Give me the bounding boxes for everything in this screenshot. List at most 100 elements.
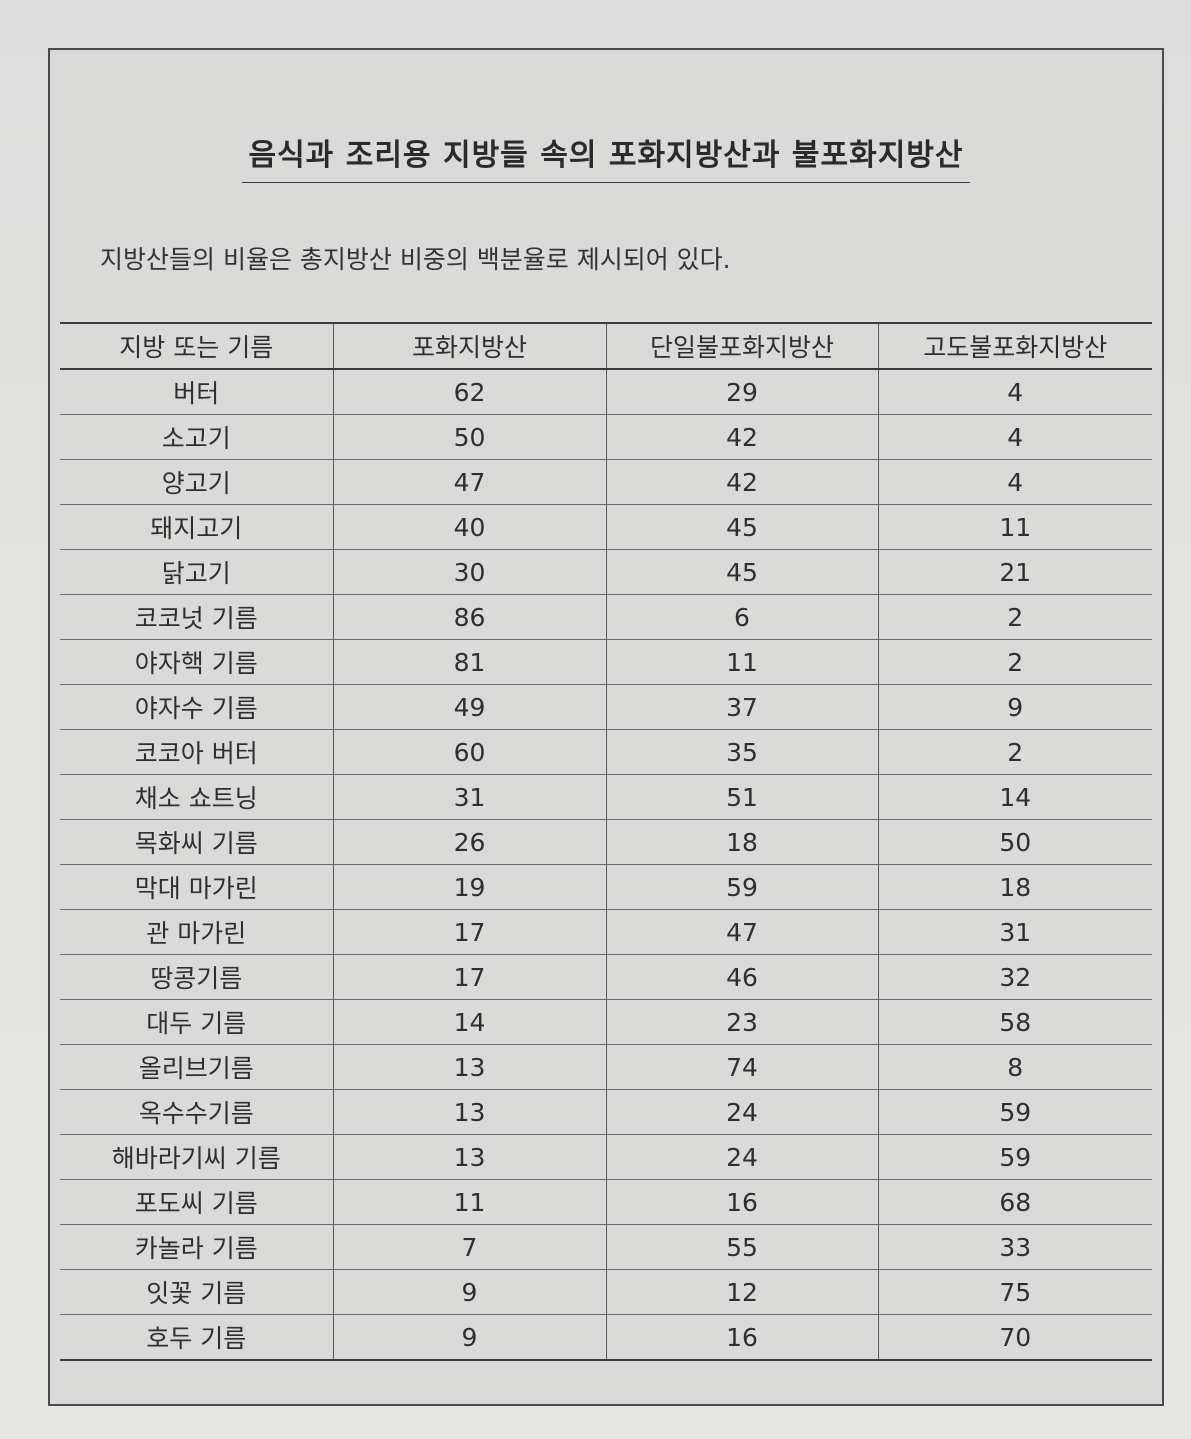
cell-food-name: 올리브기름 (60, 1044, 333, 1090)
cell-monounsaturated: 24 (605, 1134, 878, 1180)
cell-food-name: 호두 기름 (60, 1314, 333, 1361)
cell-polyunsaturated: 75 (877, 1269, 1152, 1315)
cell-food-name: 야자핵 기름 (60, 639, 333, 685)
cell-polyunsaturated: 4 (877, 459, 1152, 505)
cell-monounsaturated: 6 (605, 594, 878, 640)
cell-food-name: 땅콩기름 (60, 954, 333, 1000)
cell-monounsaturated: 45 (605, 504, 878, 550)
cell-food-name: 카놀라 기름 (60, 1224, 333, 1270)
table-row: 목화씨 기름 26 18 50 (60, 819, 1152, 865)
cell-food-name: 옥수수기름 (60, 1089, 333, 1135)
cell-food-name: 포도씨 기름 (60, 1179, 333, 1225)
cell-monounsaturated: 42 (605, 459, 878, 505)
cell-polyunsaturated: 59 (877, 1089, 1152, 1135)
table-row: 잇꽃 기름 9 12 75 (60, 1269, 1152, 1315)
cell-food-name: 해바라기씨 기름 (60, 1134, 333, 1180)
cell-polyunsaturated: 4 (877, 369, 1152, 415)
cell-polyunsaturated: 2 (877, 729, 1152, 775)
page-title: 음식과 조리용 지방들 속의 포화지방산과 불포화지방산 (50, 130, 1162, 183)
cell-monounsaturated: 51 (605, 774, 878, 820)
table-row: 소고기 50 42 4 (60, 414, 1152, 460)
cell-polyunsaturated: 50 (877, 819, 1152, 865)
table-row: 해바라기씨 기름 13 24 59 (60, 1134, 1152, 1180)
cell-food-name: 채소 쇼트닝 (60, 774, 333, 820)
cell-monounsaturated: 35 (605, 729, 878, 775)
cell-food-name: 관 마가린 (60, 909, 333, 955)
cell-polyunsaturated: 70 (877, 1314, 1152, 1361)
cell-monounsaturated: 37 (605, 684, 878, 730)
cell-saturated: 49 (332, 684, 606, 730)
cell-saturated: 13 (332, 1134, 606, 1180)
cell-polyunsaturated: 14 (877, 774, 1152, 820)
table-row: 양고기 47 42 4 (60, 459, 1152, 505)
cell-monounsaturated: 47 (605, 909, 878, 955)
cell-saturated: 31 (332, 774, 606, 820)
table-row: 코코아 버터 60 35 2 (60, 729, 1152, 775)
cell-saturated: 30 (332, 549, 606, 595)
table-row: 호두 기름 9 16 70 (60, 1314, 1152, 1361)
cell-polyunsaturated: 2 (877, 594, 1152, 640)
content-box: 음식과 조리용 지방들 속의 포화지방산과 불포화지방산 지방산들의 비율은 총… (48, 48, 1164, 1406)
header-fat-or-oil: 지방 또는 기름 (60, 323, 333, 370)
cell-monounsaturated: 23 (605, 999, 878, 1045)
cell-polyunsaturated: 18 (877, 864, 1152, 910)
cell-food-name: 야자수 기름 (60, 684, 333, 730)
cell-saturated: 19 (332, 864, 606, 910)
cell-saturated: 14 (332, 999, 606, 1045)
table-row: 관 마가린 17 47 31 (60, 909, 1152, 955)
cell-saturated: 60 (332, 729, 606, 775)
cell-monounsaturated: 11 (605, 639, 878, 685)
cell-monounsaturated: 55 (605, 1224, 878, 1270)
cell-food-name: 대두 기름 (60, 999, 333, 1045)
cell-food-name: 코코아 버터 (60, 729, 333, 775)
cell-food-name: 소고기 (60, 414, 333, 460)
cell-food-name: 잇꽃 기름 (60, 1269, 333, 1315)
cell-food-name: 양고기 (60, 459, 333, 505)
cell-saturated: 26 (332, 819, 606, 865)
cell-monounsaturated: 24 (605, 1089, 878, 1135)
header-saturated: 포화지방산 (332, 323, 606, 370)
cell-monounsaturated: 45 (605, 549, 878, 595)
cell-monounsaturated: 46 (605, 954, 878, 1000)
table-header-row: 지방 또는 기름 포화지방산 단일불포화지방산 고도불포화지방산 (60, 323, 1152, 370)
cell-food-name: 코코넛 기름 (60, 594, 333, 640)
cell-polyunsaturated: 4 (877, 414, 1152, 460)
cell-saturated: 9 (332, 1314, 606, 1361)
cell-polyunsaturated: 58 (877, 999, 1152, 1045)
cell-saturated: 7 (332, 1224, 606, 1270)
table-row: 야자수 기름 49 37 9 (60, 684, 1152, 730)
table-row: 대두 기름 14 23 58 (60, 999, 1152, 1045)
header-polyunsaturated: 고도불포화지방산 (877, 323, 1152, 370)
cell-monounsaturated: 12 (605, 1269, 878, 1315)
table-row: 채소 쇼트닝 31 51 14 (60, 774, 1152, 820)
header-monounsaturated: 단일불포화지방산 (605, 323, 878, 370)
cell-polyunsaturated: 31 (877, 909, 1152, 955)
cell-saturated: 11 (332, 1179, 606, 1225)
cell-saturated: 13 (332, 1044, 606, 1090)
cell-food-name: 막대 마가린 (60, 864, 333, 910)
table-row: 옥수수기름 13 24 59 (60, 1089, 1152, 1135)
cell-saturated: 17 (332, 909, 606, 955)
cell-saturated: 13 (332, 1089, 606, 1135)
cell-polyunsaturated: 8 (877, 1044, 1152, 1090)
table-row: 포도씨 기름 11 16 68 (60, 1179, 1152, 1225)
cell-polyunsaturated: 33 (877, 1224, 1152, 1270)
cell-saturated: 9 (332, 1269, 606, 1315)
cell-polyunsaturated: 11 (877, 504, 1152, 550)
table-row: 카놀라 기름 7 55 33 (60, 1224, 1152, 1270)
cell-monounsaturated: 42 (605, 414, 878, 460)
table-row: 땅콩기름 17 46 32 (60, 954, 1152, 1000)
cell-monounsaturated: 59 (605, 864, 878, 910)
cell-saturated: 50 (332, 414, 606, 460)
cell-polyunsaturated: 9 (877, 684, 1152, 730)
cell-saturated: 17 (332, 954, 606, 1000)
cell-monounsaturated: 16 (605, 1314, 878, 1361)
subtitle: 지방산들의 비율은 총지방산 비중의 백분율로 제시되어 있다. (100, 245, 731, 274)
cell-saturated: 40 (332, 504, 606, 550)
cell-food-name: 돼지고기 (60, 504, 333, 550)
cell-food-name: 닭고기 (60, 549, 333, 595)
cell-monounsaturated: 74 (605, 1044, 878, 1090)
cell-saturated: 86 (332, 594, 606, 640)
table-row: 올리브기름 13 74 8 (60, 1044, 1152, 1090)
